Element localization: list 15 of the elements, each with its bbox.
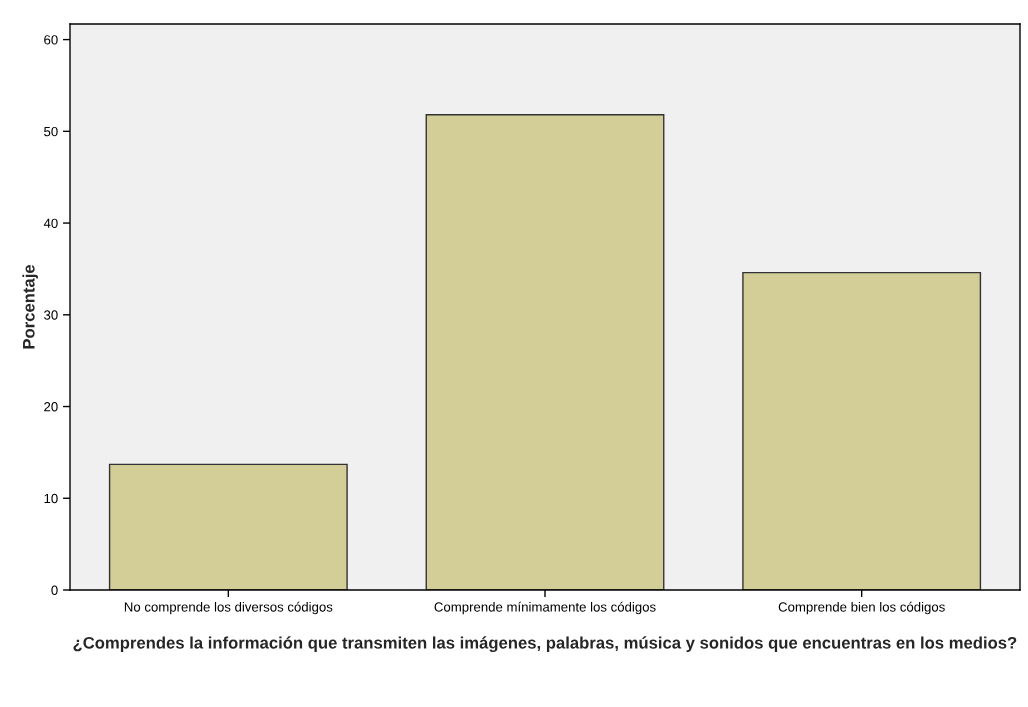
y-tick-label: 30 (44, 310, 58, 320)
y-axis-title: Porcentaje (22, 264, 38, 349)
x-axis-title: ¿Comprendes la información que transmiten las imágenes, palabras, música y sonidos que encuentras en los medios? (73, 636, 1017, 653)
x-tick-label: No comprende los diversos códigos (124, 601, 333, 615)
y-tick-label: 40 (43, 218, 58, 228)
y-tick-label: 10 (44, 493, 58, 504)
bar (425, 114, 665, 590)
y-tick-label: 20 (44, 402, 58, 412)
bar (742, 271, 982, 590)
x-tick-label: Comprende bien los códigos (778, 601, 945, 615)
y-tick-label: 0 (51, 585, 58, 595)
y-tick-label: 50 (44, 126, 58, 137)
x-tick-label: Comprende mínimamente los códigos (434, 601, 656, 615)
bar (108, 463, 348, 590)
y-tick-label: 60 (44, 35, 58, 45)
